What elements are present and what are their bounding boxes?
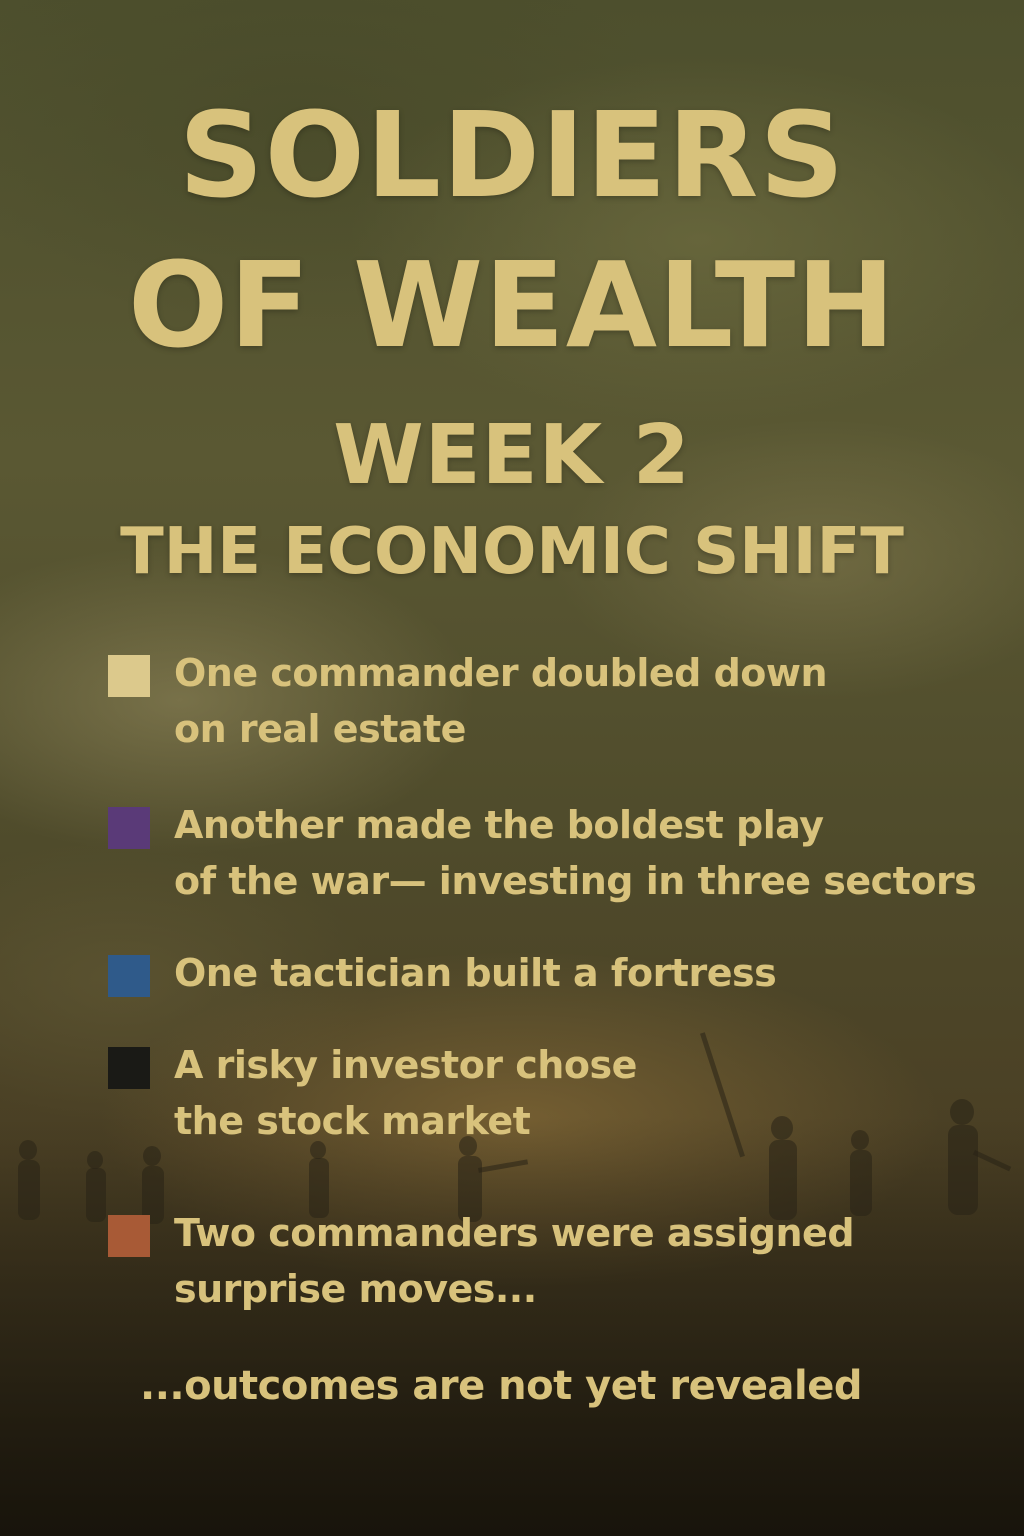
- list-item: Two commanders were assigned surprise mo…: [108, 1205, 998, 1317]
- list-item-text: Two commanders were assigned surprise mo…: [174, 1205, 855, 1317]
- title-line-1: SOLDIERS: [178, 86, 846, 224]
- color-swatch-black: [108, 1047, 150, 1089]
- list-item-line: the stock market: [174, 1099, 531, 1143]
- title-line-2: OF WEALTH: [128, 236, 896, 374]
- list-item-text: A risky investor chose the stock market: [174, 1037, 637, 1149]
- color-swatch-purple: [108, 807, 150, 849]
- list-item-text: One commander doubled down on real estat…: [174, 645, 828, 757]
- week-label: WEEK 2: [333, 408, 691, 503]
- list-item-line: on real estate: [174, 707, 466, 751]
- list-item: One tactician built a fortress: [108, 945, 998, 1001]
- list-item-line: of the war— investing in three sectors: [174, 859, 977, 903]
- list-item-line: One tactician built a fortress: [174, 951, 777, 995]
- list-item-line: surprise moves...: [174, 1267, 537, 1311]
- list-item-line: A risky investor chose: [174, 1043, 637, 1087]
- list-item: A risky investor chose the stock market: [108, 1037, 998, 1149]
- color-swatch-rust: [108, 1215, 150, 1257]
- subtitle: THE ECONOMIC SHIFT: [120, 515, 904, 589]
- list-item-line: Two commanders were assigned: [174, 1211, 855, 1255]
- footer-text: ...outcomes are not yet revealed: [140, 1363, 862, 1409]
- list-item: Another made the boldest play of the war…: [108, 797, 998, 909]
- list-item-line: One commander doubled down: [174, 651, 828, 695]
- list-item-text: Another made the boldest play of the war…: [174, 797, 977, 909]
- soldier-silhouettes: [18, 1032, 1012, 1224]
- color-swatch-cream: [108, 655, 150, 697]
- list-item: One commander doubled down on real estat…: [108, 645, 998, 757]
- color-swatch-blue: [108, 955, 150, 997]
- list-item-text: One tactician built a fortress: [174, 945, 777, 1001]
- list-item-line: Another made the boldest play: [174, 803, 824, 847]
